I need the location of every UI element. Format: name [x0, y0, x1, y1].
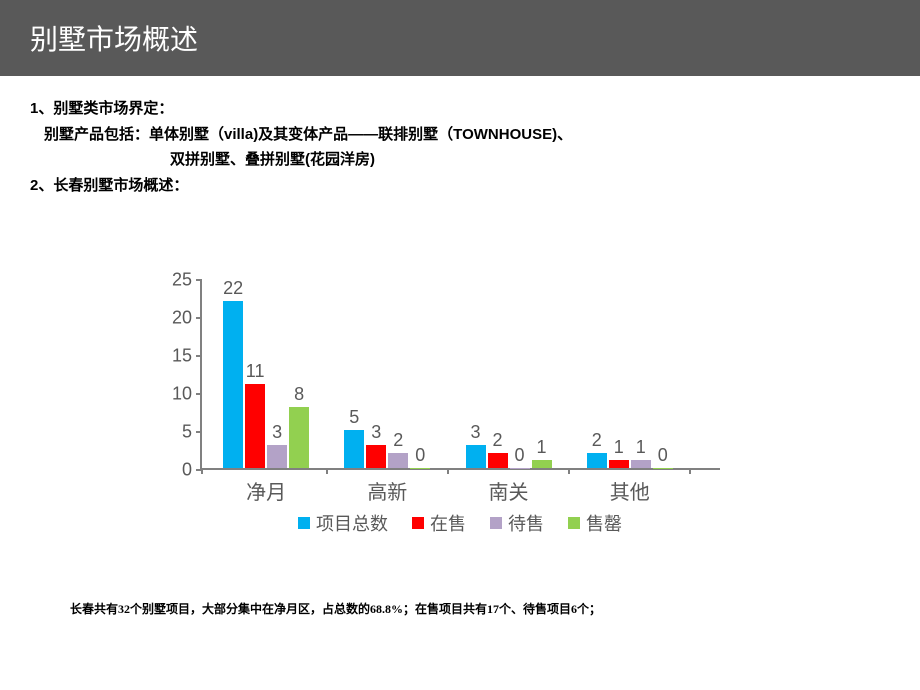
bar-value-label: 22: [223, 278, 243, 299]
page-title: 别墅市场概述: [30, 24, 198, 55]
legend-label: 售罄: [586, 510, 622, 536]
bar: 0: [410, 468, 430, 469]
bar: 0: [653, 468, 673, 469]
legend-item: 售罄: [568, 510, 622, 536]
legend-label: 在售: [430, 510, 466, 536]
bar: 1: [631, 460, 651, 468]
y-axis-label: 0: [182, 460, 192, 481]
bar: 3: [366, 445, 386, 468]
legend-swatch: [412, 517, 424, 529]
y-tick: [196, 317, 202, 319]
y-tick: [196, 431, 202, 433]
content-block: 1、别墅类市场界定： 别墅产品包括：单体别墅（villa)及其变体产品——联排别…: [0, 76, 920, 218]
bar: 2: [488, 453, 508, 468]
legend-item: 待售: [490, 510, 544, 536]
bar: 3: [466, 445, 486, 468]
page-header: 别墅市场概述: [0, 0, 920, 76]
bar-value-label: 1: [537, 437, 547, 458]
bar: 1: [532, 460, 552, 468]
category-label: 净月: [246, 476, 286, 505]
bar-chart: 0510152025221138净月5320高新3201南关2110其他 项目总…: [150, 270, 750, 550]
x-tick: [201, 468, 203, 474]
x-tick: [568, 468, 570, 474]
bar-value-label: 0: [658, 445, 668, 466]
y-axis-label: 15: [172, 346, 192, 367]
category-label: 其他: [610, 476, 650, 505]
bar: 5: [344, 430, 364, 468]
y-axis-label: 10: [172, 384, 192, 405]
legend-swatch: [568, 517, 580, 529]
x-tick: [689, 468, 691, 474]
text-line-3: 双拼别墅、叠拼别墅(花园洋房): [30, 147, 890, 173]
bar-value-label: 5: [349, 407, 359, 428]
bar: 3: [267, 445, 287, 468]
bar: 8: [289, 407, 309, 468]
legend-swatch: [298, 517, 310, 529]
bar-value-label: 2: [493, 430, 503, 451]
y-axis-label: 20: [172, 308, 192, 329]
bar-value-label: 2: [393, 430, 403, 451]
bar-value-label: 0: [515, 445, 525, 466]
bar-value-label: 1: [636, 437, 646, 458]
y-axis-label: 25: [172, 270, 192, 291]
text-line-2: 别墅产品包括：单体别墅（villa)及其变体产品——联排别墅（TOWNHOUSE…: [30, 122, 890, 148]
bar: 1: [609, 460, 629, 468]
legend-item: 在售: [412, 510, 466, 536]
bar: 11: [245, 384, 265, 468]
legend-label: 项目总数: [316, 510, 388, 536]
definition-text: 1、别墅类市场界定： 别墅产品包括：单体别墅（villa)及其变体产品——联排别…: [30, 96, 890, 198]
y-axis-label: 5: [182, 422, 192, 443]
legend-item: 项目总数: [298, 510, 388, 536]
footer-note: 长春共有32个别墅项目，大部分集中在净月区，占总数的68.8%；在售项目共有17…: [70, 600, 601, 617]
text-line-4: 2、长春别墅市场概述：: [30, 173, 890, 199]
category-label: 南关: [489, 476, 529, 505]
bar-value-label: 0: [415, 445, 425, 466]
bar-value-label: 2: [592, 430, 602, 451]
bar: 22: [223, 301, 243, 468]
legend-label: 待售: [508, 510, 544, 536]
bar-value-label: 3: [371, 422, 381, 443]
x-tick: [447, 468, 449, 474]
bar: 2: [587, 453, 607, 468]
y-tick: [196, 355, 202, 357]
bar: 0: [510, 468, 530, 469]
y-tick: [196, 393, 202, 395]
plot-area: 0510152025221138净月5320高新3201南关2110其他: [200, 280, 720, 470]
legend-swatch: [490, 517, 502, 529]
bar: 2: [388, 453, 408, 468]
bar-value-label: 8: [294, 384, 304, 405]
bar-value-label: 11: [246, 361, 265, 382]
chart-legend: 项目总数 在售 待售 售罄: [200, 510, 720, 536]
text-line-1: 1、别墅类市场界定：: [30, 96, 890, 122]
x-tick: [326, 468, 328, 474]
bar-value-label: 3: [471, 422, 481, 443]
category-label: 高新: [367, 476, 407, 505]
bar-value-label: 1: [614, 437, 624, 458]
y-tick: [196, 279, 202, 281]
bar-value-label: 3: [272, 422, 282, 443]
